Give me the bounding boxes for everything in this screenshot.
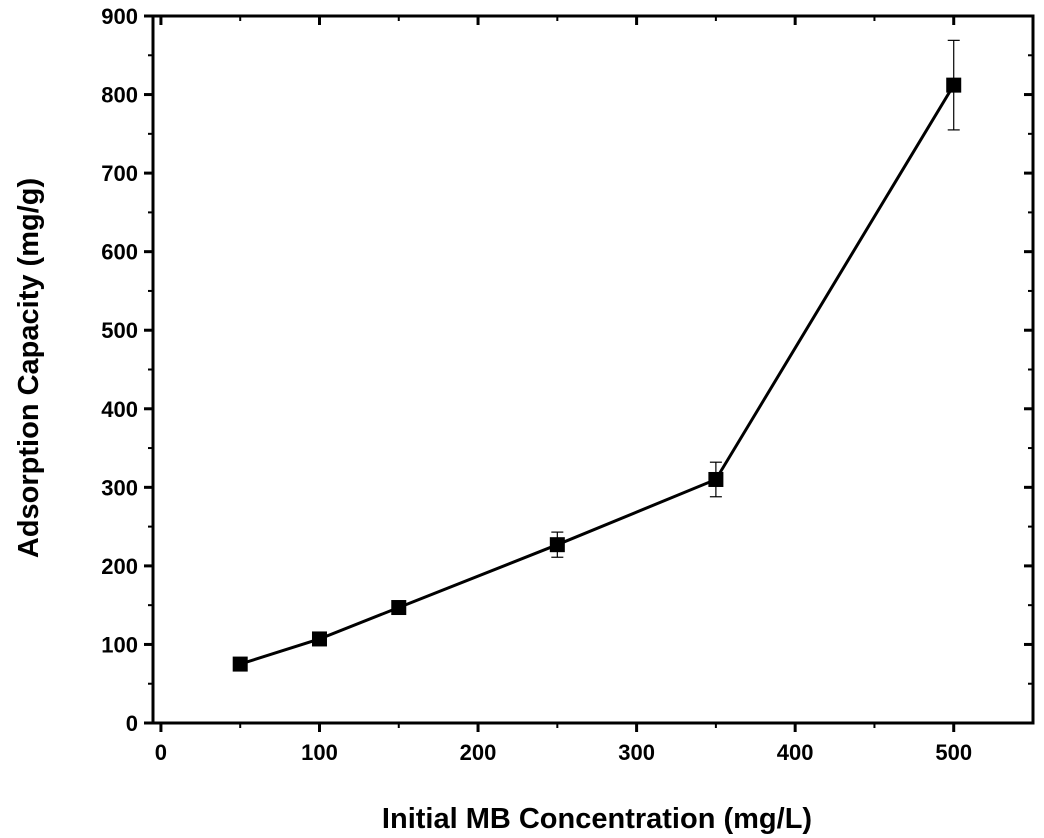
y-tick-label: 300 [101, 475, 138, 500]
data-markers [232, 77, 962, 672]
y-axis-ticks: 0 100 200 300 400 500 600 700 800 900 [101, 4, 1033, 736]
data-point-marker [391, 600, 407, 616]
x-tick-label: 300 [618, 740, 655, 765]
x-axis-ticks: 0 100 200 300 400 500 [155, 16, 972, 765]
y-tick-label: 600 [101, 240, 138, 265]
x-tick-label: 500 [935, 740, 972, 765]
series-line [239, 84, 956, 666]
x-tick-label: 200 [460, 740, 497, 765]
y-tick-label: 700 [101, 161, 138, 186]
data-point-marker [232, 656, 248, 672]
y-tick-label: 200 [101, 554, 138, 579]
y-axis-title: Adsorption Capacity (mg/g) [13, 178, 45, 558]
y-tick-label: 100 [101, 632, 138, 657]
x-tick-label: 100 [301, 740, 338, 765]
error-bars [234, 39, 960, 668]
x-tick-label: 0 [155, 740, 167, 765]
y-tick-label: 500 [101, 318, 138, 343]
data-point-marker [708, 471, 724, 487]
y-tick-label: 800 [101, 83, 138, 108]
plot-border [151, 14, 1035, 725]
series-line-group [239, 84, 956, 666]
x-tick-label: 400 [777, 740, 814, 765]
y-tick-label: 400 [101, 397, 138, 422]
y-tick-label: 900 [101, 4, 138, 29]
data-point-marker [311, 631, 327, 647]
plot-frame [151, 14, 1035, 725]
data-point-marker [946, 77, 962, 93]
y-tick-label: 0 [126, 711, 138, 736]
data-point-marker [549, 537, 565, 553]
x-axis-title: Initial MB Concentration (mg/L) [382, 803, 812, 835]
